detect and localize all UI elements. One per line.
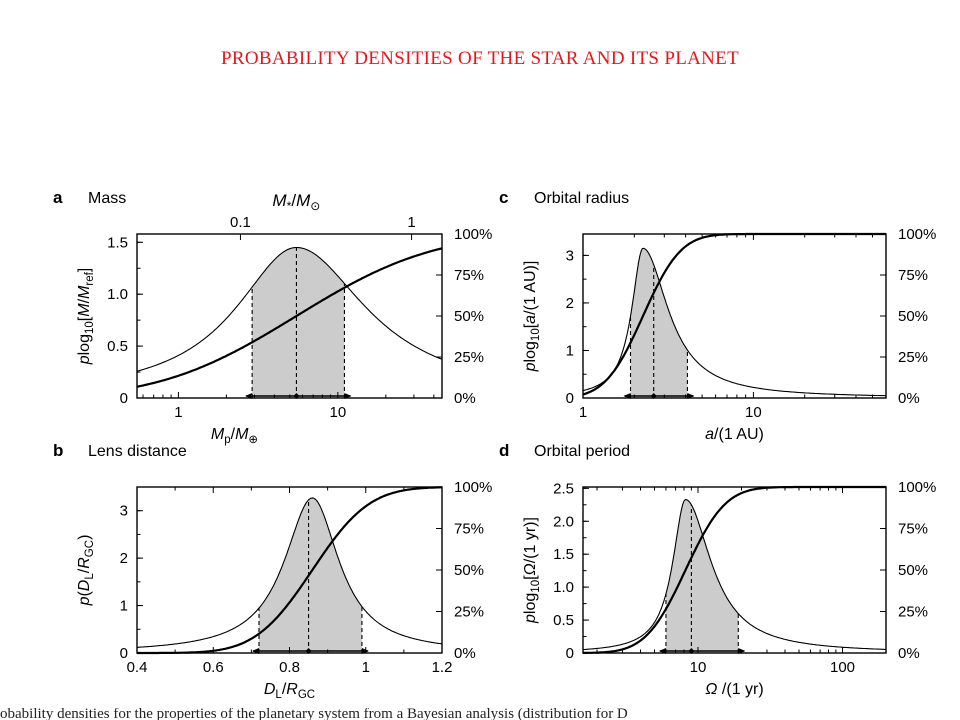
y-axis-label: plog10[Ω/(1 yr)] <box>522 517 542 624</box>
y-axis-label: p(DL/RGC) <box>76 535 96 607</box>
y-tick-label: 1.0 <box>553 579 574 596</box>
cdf-tick-label: 100% <box>454 226 492 243</box>
median-marker <box>305 648 312 654</box>
y-tick-label: 2.5 <box>553 480 574 497</box>
page-title: PROBABILITY DENSITIES OF THE STAR AND IT… <box>221 48 739 69</box>
range-arrow <box>344 393 352 399</box>
cumulative-curve <box>582 232 886 396</box>
panel-heading: Lens distance <box>88 443 187 460</box>
x-tick-label: 1.2 <box>432 659 453 676</box>
cdf-tick-label: 0% <box>454 390 476 407</box>
cdf-tick-label: 25% <box>898 349 928 366</box>
x-tick-label: 0.6 <box>203 659 224 676</box>
cdf-tick-label: 100% <box>454 479 492 496</box>
x-tick-label: 10 <box>330 404 347 421</box>
range-arrow <box>623 393 631 399</box>
y-tick-label: 0 <box>566 390 574 407</box>
x-axis-label: DL/RGC <box>264 681 315 701</box>
shaded-region <box>630 248 688 398</box>
y-tick-label: 0 <box>566 645 574 662</box>
density-curve <box>582 247 886 397</box>
cdf-tick-label: 100% <box>898 226 936 243</box>
y-tick-label: 1 <box>566 342 574 359</box>
x-tick-label: 100 <box>830 659 855 676</box>
y-axis-label: plog10[M/Mref] <box>76 268 96 366</box>
y-tick-label: 2 <box>120 550 128 567</box>
y-tick-label: 1.0 <box>107 286 128 303</box>
panel-letter: b <box>53 441 63 460</box>
range-arrow <box>687 393 695 399</box>
cdf-tick-label: 25% <box>454 604 484 621</box>
y-tick-label: 0 <box>120 390 128 407</box>
cdf-tick-label: 25% <box>898 604 928 621</box>
density-curve <box>136 246 443 372</box>
panel-heading: Orbital radius <box>534 190 629 207</box>
shaded-region <box>252 247 345 398</box>
cdf-tick-label: 100% <box>898 479 936 496</box>
panel-heading: Orbital period <box>534 443 630 460</box>
plot-frame <box>582 233 887 399</box>
shaded-region <box>259 498 362 653</box>
x-tick-label: 1 <box>362 659 370 676</box>
x-axis-label: Ω /(1 yr) <box>705 681 763 698</box>
cdf-tick-label: 75% <box>454 521 484 538</box>
cdf-tick-label: 75% <box>898 521 928 538</box>
shaded-region <box>665 499 739 653</box>
top-tick-label: 0.1 <box>230 214 251 231</box>
y-tick-label: 2 <box>566 295 574 312</box>
panel-letter: c <box>499 188 508 207</box>
cdf-tick-label: 0% <box>898 645 920 662</box>
x-tick-label: 10 <box>690 659 707 676</box>
range-arrow <box>361 648 369 654</box>
panel-b: 0.4 0.6 0.8 1 1.2 0 1 2 3 0% 25% 50% 75% 100% b Lens di… <box>53 441 492 701</box>
y-tick-label: 2.0 <box>553 513 574 530</box>
panel-d: 10 100 0 0.5 1.0 1.5 2.0 2.5 0% 25% 50% 75% 100% d Orb… <box>499 441 936 698</box>
figure-caption: obability densities for the properties o… <box>0 708 628 720</box>
cdf-tick-label: 50% <box>454 562 484 579</box>
range-arrow <box>658 648 666 654</box>
y-tick-label: 1 <box>120 598 128 615</box>
top-axis-label: M*/M⊙ <box>272 191 320 213</box>
cdf-tick-label: 50% <box>898 308 928 325</box>
panel-letter: a <box>53 188 63 207</box>
median-marker <box>650 393 657 399</box>
panel-letter: d <box>499 441 509 460</box>
range-arrow <box>245 393 253 399</box>
y-tick-label: 0.5 <box>107 338 128 355</box>
cdf-tick-label: 0% <box>898 390 920 407</box>
y-axis-label: plog10[a/(1 AU)] <box>522 261 542 373</box>
x-axis-label: a/(1 AU) <box>705 426 764 443</box>
cdf-tick-label: 50% <box>898 562 928 579</box>
y-tick-label: 1.5 <box>553 546 574 563</box>
x-tick-label: 0.8 <box>279 659 300 676</box>
panel-heading: Mass <box>88 190 126 207</box>
cdf-tick-label: 25% <box>454 349 484 366</box>
x-tick-label: 1 <box>174 404 182 421</box>
top-tick-label: 1 <box>407 214 415 231</box>
y-tick-label: 1.5 <box>107 234 128 251</box>
cdf-tick-label: 0% <box>454 645 476 662</box>
density-curve <box>582 499 886 651</box>
cdf-tick-label: 50% <box>454 308 484 325</box>
x-tick-label: 10 <box>745 404 762 421</box>
x-tick-label: 0.4 <box>127 659 148 676</box>
cdf-tick-label: 75% <box>898 267 928 284</box>
panel-a: 1 10 0 0.5 1.0 1.5 0% 25% 50% 75% 100% 0.1 1 M*/M⊙ a Ma… <box>53 188 492 446</box>
median-marker <box>688 648 695 654</box>
cdf-tick-label: 75% <box>454 267 484 284</box>
density-curve <box>136 497 443 648</box>
x-axis-label: Mp/M⊕ <box>211 426 258 446</box>
range-arrow <box>738 648 746 654</box>
y-tick-label: 0 <box>120 645 128 662</box>
y-tick-label: 3 <box>120 503 128 520</box>
range-arrow <box>252 648 259 654</box>
cumulative-curve <box>136 247 443 388</box>
x-tick-label: 1 <box>579 404 587 421</box>
median-marker <box>293 393 300 399</box>
y-tick-label: 3 <box>566 247 574 264</box>
y-tick-label: 0.5 <box>553 612 574 629</box>
